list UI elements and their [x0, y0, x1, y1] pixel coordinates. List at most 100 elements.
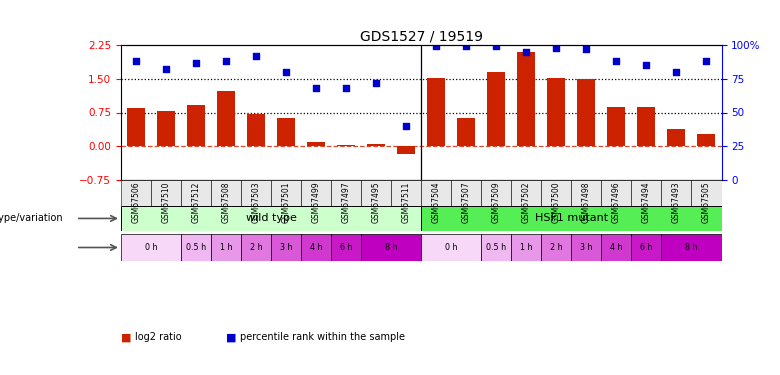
Text: GSM67500: GSM67500 — [551, 182, 561, 223]
Text: 0 h: 0 h — [144, 243, 158, 252]
Point — [520, 49, 533, 55]
Point — [129, 58, 142, 64]
Text: GSM67502: GSM67502 — [522, 182, 531, 223]
Text: GSM67505: GSM67505 — [702, 182, 711, 223]
Text: GSM67493: GSM67493 — [672, 182, 681, 223]
Point — [340, 85, 353, 91]
Text: 8 h: 8 h — [685, 243, 698, 252]
Point — [610, 58, 622, 64]
Bar — [541, 234, 571, 261]
Bar — [421, 234, 481, 261]
Bar — [661, 234, 722, 261]
Bar — [271, 234, 301, 261]
Bar — [241, 234, 271, 261]
Bar — [541, 180, 571, 206]
Bar — [121, 234, 181, 261]
Bar — [632, 180, 661, 206]
Text: 0 h: 0 h — [445, 243, 458, 252]
Text: 0.5 h: 0.5 h — [186, 243, 206, 252]
Bar — [661, 180, 692, 206]
Point — [550, 45, 562, 51]
Text: GSM67495: GSM67495 — [371, 182, 381, 223]
Text: genotype/variation: genotype/variation — [0, 213, 63, 223]
Bar — [571, 180, 601, 206]
Point — [250, 53, 262, 59]
Bar — [217, 92, 235, 146]
Point — [640, 62, 653, 68]
Text: GSM67501: GSM67501 — [282, 182, 291, 223]
Bar — [211, 234, 241, 261]
Bar — [488, 72, 505, 146]
Text: GSM67508: GSM67508 — [222, 182, 231, 223]
Bar — [451, 180, 481, 206]
Bar — [427, 78, 445, 146]
Point — [700, 58, 713, 64]
Bar — [608, 106, 626, 146]
Point — [160, 66, 172, 72]
Bar — [601, 234, 632, 261]
Bar — [271, 180, 301, 206]
Text: percentile rank within the sample: percentile rank within the sample — [240, 333, 406, 342]
Bar — [632, 234, 661, 261]
Text: GSM67498: GSM67498 — [582, 182, 591, 223]
Text: 2 h: 2 h — [550, 243, 562, 252]
Text: 8 h: 8 h — [385, 243, 398, 252]
Text: 1 h: 1 h — [520, 243, 533, 252]
Text: GSM67496: GSM67496 — [612, 182, 621, 223]
Text: 4 h: 4 h — [310, 243, 322, 252]
Bar — [697, 134, 715, 146]
Text: 2 h: 2 h — [250, 243, 262, 252]
Point — [580, 46, 593, 52]
Bar — [361, 180, 392, 206]
Point — [280, 69, 292, 75]
Bar — [692, 180, 722, 206]
Bar — [668, 129, 686, 146]
Bar — [517, 52, 535, 146]
Bar — [211, 180, 241, 206]
Title: GDS1527 / 19519: GDS1527 / 19519 — [360, 30, 483, 44]
Bar — [397, 146, 415, 154]
Text: HSF1 mutant: HSF1 mutant — [535, 213, 608, 223]
Text: ■: ■ — [226, 333, 236, 342]
Text: 0.5 h: 0.5 h — [486, 243, 506, 252]
Bar — [512, 180, 541, 206]
Text: GSM67511: GSM67511 — [402, 182, 411, 223]
Bar — [121, 206, 421, 231]
Bar — [127, 108, 145, 146]
Point — [670, 69, 682, 75]
Point — [370, 80, 382, 86]
Text: GSM67503: GSM67503 — [251, 182, 261, 223]
Point — [190, 60, 202, 66]
Text: GSM67499: GSM67499 — [311, 182, 321, 223]
Bar — [307, 142, 325, 146]
Text: GSM67507: GSM67507 — [462, 182, 471, 223]
Text: GSM67494: GSM67494 — [642, 182, 651, 223]
Text: 3 h: 3 h — [280, 243, 292, 252]
Bar — [637, 106, 655, 146]
Bar — [301, 180, 331, 206]
Text: log2 ratio: log2 ratio — [135, 333, 182, 342]
Bar — [277, 118, 295, 146]
Text: GSM67497: GSM67497 — [342, 182, 351, 223]
Bar — [481, 180, 512, 206]
Point — [400, 123, 413, 129]
Bar — [548, 78, 566, 146]
Bar — [512, 234, 541, 261]
Text: GSM67504: GSM67504 — [431, 182, 441, 223]
Bar — [601, 180, 632, 206]
Bar — [157, 111, 175, 146]
Text: 6 h: 6 h — [340, 243, 353, 252]
Bar — [187, 105, 205, 146]
Bar — [301, 234, 331, 261]
Point — [310, 85, 322, 91]
Bar — [392, 180, 421, 206]
Bar — [151, 180, 181, 206]
Bar — [457, 118, 475, 146]
Bar — [481, 234, 512, 261]
Bar — [121, 180, 151, 206]
Bar — [421, 206, 722, 231]
Bar — [571, 234, 601, 261]
Bar — [332, 180, 361, 206]
Text: 1 h: 1 h — [220, 243, 232, 252]
Text: GSM67506: GSM67506 — [131, 182, 140, 223]
